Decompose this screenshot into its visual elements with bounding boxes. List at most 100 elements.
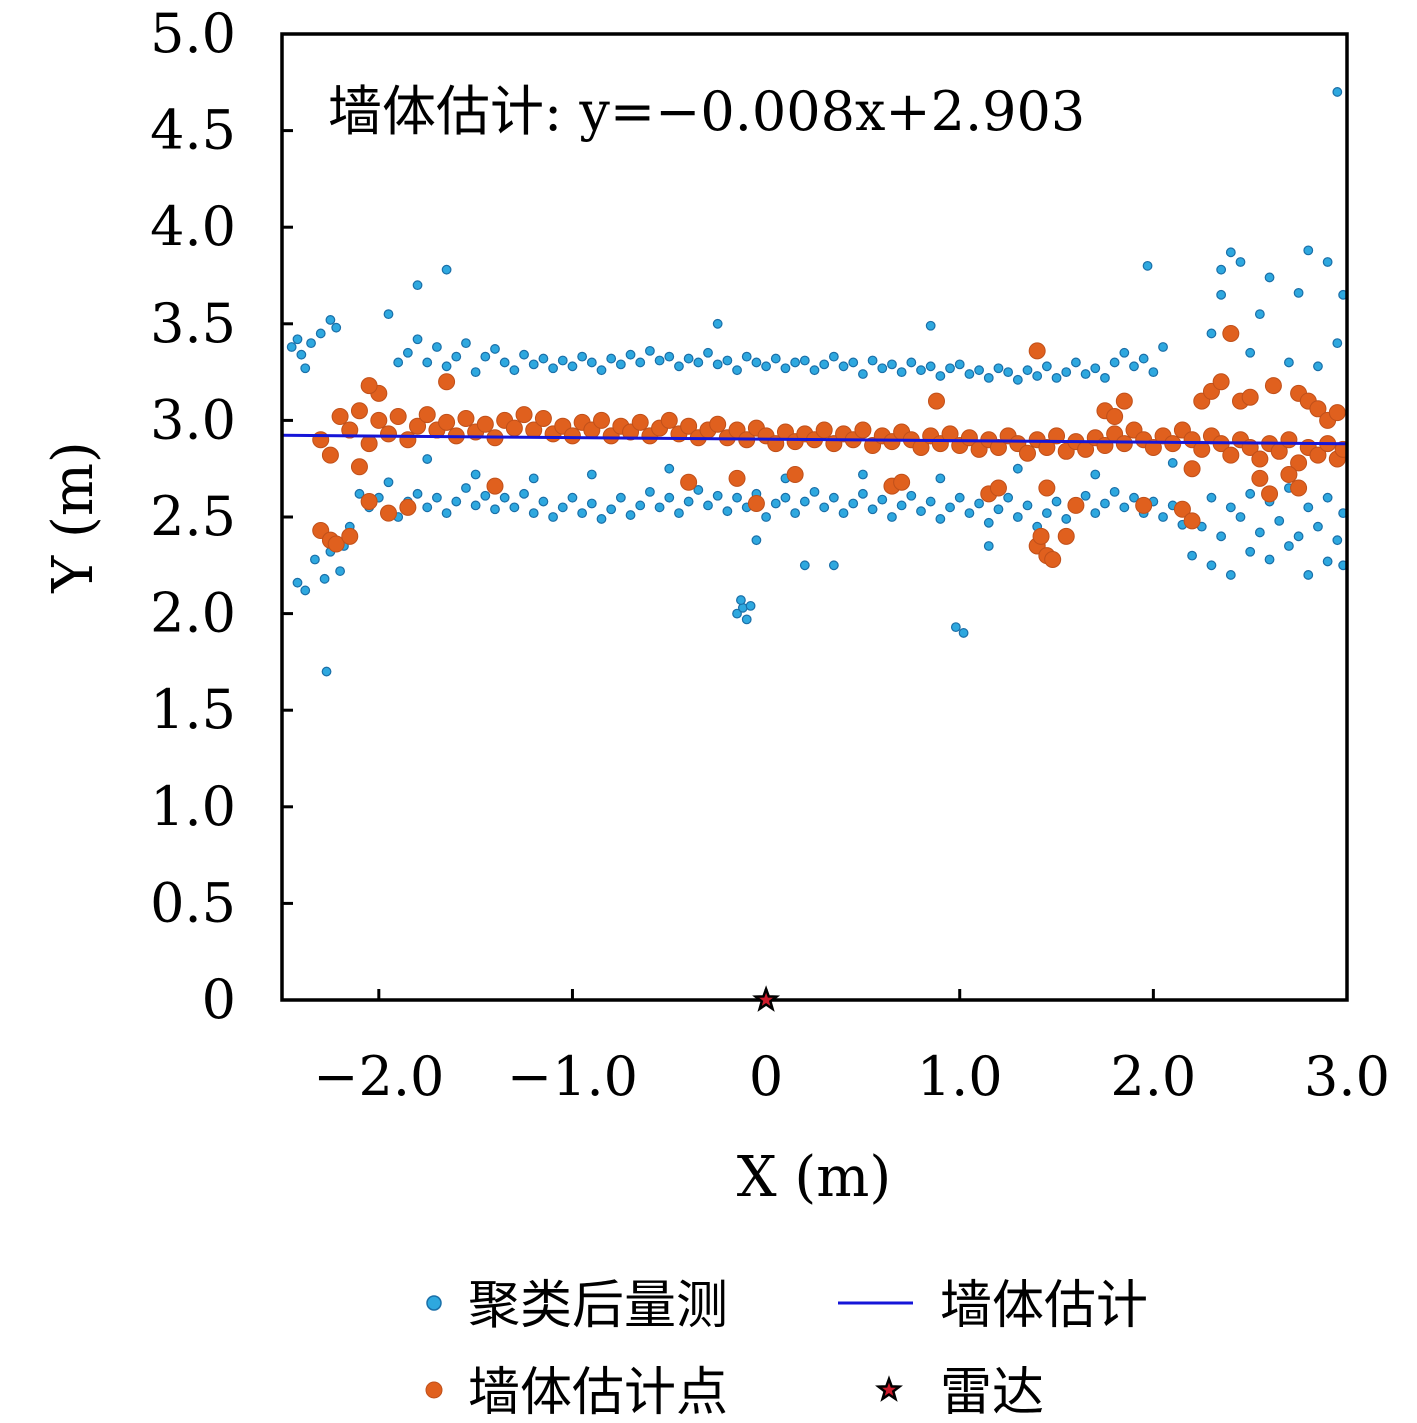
measurement-point — [722, 355, 733, 366]
y-tick-label: 0 — [202, 968, 236, 1031]
measurement-point — [480, 490, 491, 501]
legend-label-radar: 雷达 — [940, 1363, 1044, 1423]
wall-estimate-point — [1048, 427, 1066, 445]
measurement-point — [645, 345, 655, 356]
wall-estimate-point — [1067, 496, 1085, 514]
measurement-point — [1254, 527, 1265, 538]
measurement-point — [441, 508, 452, 519]
measurement-point — [310, 554, 320, 565]
measurement-point — [983, 517, 994, 528]
measurement-point — [1206, 560, 1217, 571]
measurement-point — [819, 359, 830, 370]
measurement-point — [654, 355, 665, 366]
measurement-point — [935, 371, 946, 381]
measurement-point — [412, 280, 423, 291]
measurement-point — [557, 502, 568, 513]
x-axis: −2.0 −1.0 0 1.0 2.0 3.0 — [313, 989, 1390, 1108]
measurement-point — [451, 351, 462, 362]
radar-marker — [752, 985, 781, 1012]
measurement-point — [958, 628, 969, 638]
measurement-point — [586, 498, 597, 509]
measurement-point — [693, 485, 704, 495]
wall-estimate-point — [1212, 373, 1230, 391]
measurement-point — [422, 454, 433, 464]
measurement-point — [606, 504, 617, 515]
measurement-point — [770, 353, 781, 364]
measurement-point — [1245, 546, 1256, 557]
wall-estimate-point — [631, 413, 649, 431]
wall-estimate-point — [1135, 496, 1153, 514]
data-layer — [282, 87, 1347, 677]
measurement-point — [664, 351, 675, 362]
measurement-point — [538, 496, 549, 507]
measurement-point — [906, 357, 917, 368]
measurement-point — [548, 363, 558, 374]
measurement-point — [615, 492, 626, 503]
legend-marker-measurements — [426, 1295, 442, 1311]
measurement-point — [751, 357, 762, 368]
measurement-point — [983, 541, 994, 551]
wall-estimate-point — [1038, 479, 1056, 497]
measurement-point — [1303, 570, 1314, 580]
measurement-point — [732, 365, 742, 376]
measurement-point — [1284, 541, 1294, 551]
measurement-point — [1148, 367, 1159, 378]
measurement-point — [292, 334, 303, 345]
y-tick-label: 1.5 — [150, 678, 236, 741]
measurement-point — [1313, 361, 1323, 372]
wall-estimate-point — [709, 415, 727, 433]
measurement-point — [567, 361, 578, 372]
y-tick-label: 3.5 — [150, 292, 236, 355]
measurement-point — [683, 496, 694, 507]
measurement-point — [383, 477, 394, 488]
measurement-point — [1129, 492, 1139, 503]
wall-estimate-point — [1241, 388, 1259, 406]
wall-estimate-point — [815, 421, 833, 439]
measurement-point — [848, 498, 859, 509]
measurement-point — [1012, 512, 1023, 522]
measurement-point — [1216, 289, 1227, 300]
wall-estimate-point — [1173, 500, 1191, 518]
measurement-point — [712, 359, 723, 370]
measurement-point — [292, 577, 303, 588]
y-axis-title: Y (m) — [41, 441, 106, 594]
wall-estimate-point — [341, 527, 359, 545]
measurement-point — [993, 504, 1004, 515]
measurement-point — [441, 361, 452, 372]
wall-estimate-point — [1222, 446, 1240, 464]
measurement-point — [519, 488, 529, 499]
measurement-point — [1322, 556, 1333, 567]
measurement-point — [1274, 515, 1285, 526]
wall-estimate-point — [728, 469, 746, 487]
measurement-point — [858, 469, 868, 480]
wall-estimate-point — [1280, 465, 1298, 483]
measurement-point — [732, 608, 742, 619]
wall-estimate-point — [438, 413, 456, 431]
x-tick-label: 2.0 — [1110, 1045, 1196, 1108]
measurement-point — [300, 363, 311, 374]
measurement-point — [490, 504, 500, 515]
measurement-point — [950, 622, 961, 633]
measurement-point — [722, 506, 733, 517]
measurement-point — [625, 349, 636, 360]
measurement-point — [761, 512, 771, 522]
wall-estimate-point — [360, 377, 378, 395]
measurement-point — [321, 666, 332, 677]
measurement-point — [703, 347, 713, 358]
wall-estimate-point — [1019, 444, 1036, 462]
x-tick-label: −2.0 — [313, 1045, 444, 1108]
wall-estimate-point — [1251, 469, 1269, 487]
measurement-point — [354, 488, 365, 499]
measurement-point — [1142, 260, 1153, 271]
measurement-point — [1264, 272, 1275, 283]
measurement-point — [1119, 347, 1130, 358]
measurement-point — [1071, 357, 1081, 368]
measurement-point — [319, 573, 330, 584]
measurement-point — [519, 349, 529, 360]
wall-estimate-point — [1264, 377, 1282, 395]
measurement-point — [780, 492, 791, 503]
legend-marker-wall-points — [425, 1381, 443, 1399]
measurement-point — [1138, 353, 1149, 364]
wall-estimate-point — [1290, 454, 1308, 472]
measurement-point — [1254, 309, 1265, 320]
